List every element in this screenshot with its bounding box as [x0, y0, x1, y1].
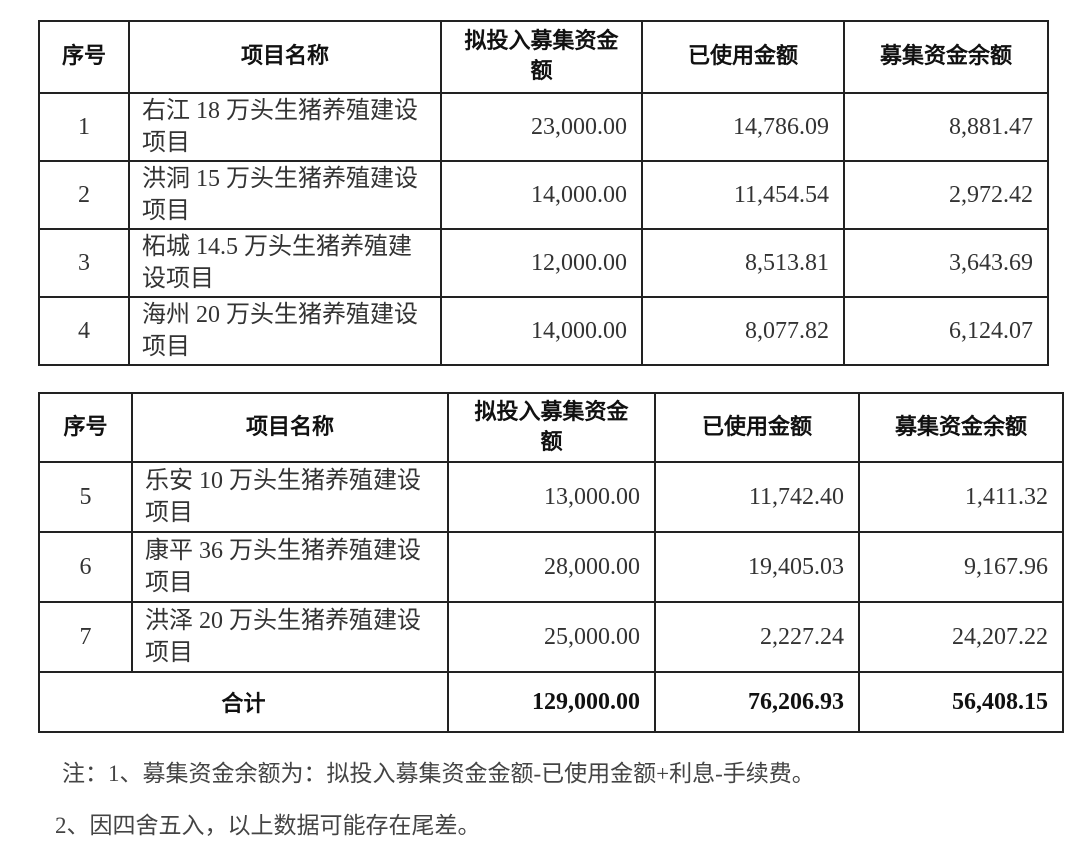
row-no: 3: [38, 228, 130, 298]
note-1: 注：1、募集资金余额为：拟投入募集资金金额-已使用金额+利息-手续费。: [62, 761, 815, 786]
header-remaining-amount: 募集资金余额: [843, 20, 1049, 94]
fund-usage-table-part2: 序号 项目名称 拟投入募集资金额 已使用金额 募集资金余额 5 乐安 10 万头生…: [38, 392, 1064, 733]
header-project-name: 项目名称: [128, 20, 442, 94]
header-planned-amount: 拟投入募集资金额: [447, 392, 656, 463]
total-used: 76,206.93: [654, 671, 860, 733]
remaining-amount: 6,124.07: [843, 296, 1049, 366]
used-amount: 19,405.03: [654, 531, 860, 603]
row-no: 6: [38, 531, 133, 603]
header-no: 序号: [38, 20, 130, 94]
project-name: 海州 20 万头生猪养殖建设项目: [128, 296, 442, 366]
used-amount: 11,454.54: [641, 160, 845, 230]
used-amount: 14,786.09: [641, 92, 845, 162]
table-header-row: 序号 项目名称 拟投入募集资金额 已使用金额 募集资金余额: [38, 20, 1049, 94]
planned-amount: 14,000.00: [440, 160, 643, 230]
total-remaining: 56,408.15: [858, 671, 1064, 733]
used-amount: 2,227.24: [654, 601, 860, 673]
remaining-amount: 9,167.96: [858, 531, 1064, 603]
table-row: 2 洪洞 15 万头生猪养殖建设项目 14,000.00 11,454.54 2,972…: [38, 160, 1049, 230]
header-no: 序号: [38, 392, 133, 463]
remaining-amount: 3,643.69: [843, 228, 1049, 298]
table-row: 3 柘城 14.5 万头生猪养殖建设项目 12,000.00 8,513.81 3,64…: [38, 228, 1049, 298]
table-row: 4 海州 20 万头生猪养殖建设项目 14,000.00 8,077.82 6,124.…: [38, 296, 1049, 366]
table-row: 7 洪泽 20 万头生猪养殖建设项目 25,000.00 2,227.24 24,207…: [38, 601, 1064, 673]
used-amount: 11,742.40: [654, 461, 860, 533]
total-planned: 129,000.00: [447, 671, 656, 733]
project-name: 乐安 10 万头生猪养殖建设项目: [131, 461, 449, 533]
table-row: 5 乐安 10 万头生猪养殖建设项目 13,000.00 11,742.40 1,411…: [38, 461, 1064, 533]
header-project-name: 项目名称: [131, 392, 449, 463]
planned-amount: 14,000.00: [440, 296, 643, 366]
used-amount: 8,077.82: [641, 296, 845, 366]
header-used-amount: 已使用金额: [654, 392, 860, 463]
row-no: 4: [38, 296, 130, 366]
project-name: 右江 18 万头生猪养殖建设项目: [128, 92, 442, 162]
table-header-row: 序号 项目名称 拟投入募集资金额 已使用金额 募集资金余额: [38, 392, 1064, 463]
row-no: 1: [38, 92, 130, 162]
total-row: 合计 129,000.00 76,206.93 56,408.15: [38, 671, 1064, 733]
project-name: 柘城 14.5 万头生猪养殖建设项目: [128, 228, 442, 298]
fund-usage-table-part1: 序号 项目名称 拟投入募集资金额 已使用金额 募集资金余额 1 右江 18 万头生…: [38, 20, 1049, 366]
project-name: 洪洞 15 万头生猪养殖建设项目: [128, 160, 442, 230]
remaining-amount: 8,881.47: [843, 92, 1049, 162]
header-planned-amount: 拟投入募集资金额: [440, 20, 643, 94]
planned-amount: 23,000.00: [440, 92, 643, 162]
used-amount: 8,513.81: [641, 228, 845, 298]
row-no: 2: [38, 160, 130, 230]
planned-amount: 28,000.00: [447, 531, 656, 603]
header-used-amount: 已使用金额: [641, 20, 845, 94]
table-row: 1 右江 18 万头生猪养殖建设项目 23,000.00 14,786.09 8,881…: [38, 92, 1049, 162]
planned-amount: 25,000.00: [447, 601, 656, 673]
total-label: 合计: [38, 671, 449, 733]
row-no: 5: [38, 461, 133, 533]
planned-amount: 13,000.00: [447, 461, 656, 533]
row-no: 7: [38, 601, 133, 673]
header-remaining-amount: 募集资金余额: [858, 392, 1064, 463]
project-name: 康平 36 万头生猪养殖建设项目: [131, 531, 449, 603]
remaining-amount: 2,972.42: [843, 160, 1049, 230]
remaining-amount: 24,207.22: [858, 601, 1064, 673]
table-row: 6 康平 36 万头生猪养殖建设项目 28,000.00 19,405.03 9,167…: [38, 531, 1064, 603]
project-name: 洪泽 20 万头生猪养殖建设项目: [131, 601, 449, 673]
planned-amount: 12,000.00: [440, 228, 643, 298]
note-2: 2、因四舍五入，以上数据可能存在尾差。: [55, 813, 481, 838]
remaining-amount: 1,411.32: [858, 461, 1064, 533]
